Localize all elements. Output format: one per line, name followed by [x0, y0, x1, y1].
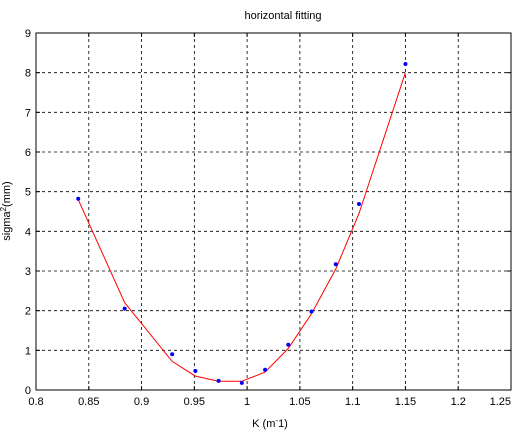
- y-tick-label: 4: [25, 226, 31, 238]
- data-point: [309, 309, 314, 314]
- y-tick-label: 7: [25, 107, 31, 119]
- chart-title: horizontal fitting: [244, 10, 321, 22]
- y-tick-label: 6: [25, 147, 31, 159]
- data-point: [76, 196, 81, 201]
- x-tick-label: 1.1: [345, 396, 360, 408]
- y-tick-label: 3: [25, 266, 31, 278]
- x-tick-label: 1.15: [395, 396, 416, 408]
- x-tick-label: 1.05: [289, 396, 310, 408]
- x-tick-label: 1: [244, 396, 250, 408]
- plot-frame: [35, 32, 512, 391]
- y-tick-label: 8: [25, 68, 31, 80]
- data-point: [357, 201, 361, 206]
- y-tick-label: 1: [25, 345, 31, 357]
- x-tick-label: 0.95: [184, 396, 205, 408]
- data-points: [76, 61, 408, 385]
- data-point: [122, 306, 127, 311]
- data-point: [286, 342, 291, 347]
- y-tick-label: 2: [25, 306, 31, 318]
- y-axis-label: sigma2(mm): [0, 181, 13, 240]
- x-axis-label: K (m-1): [252, 416, 288, 430]
- data-point: [193, 368, 198, 373]
- fit-line: [77, 72, 406, 382]
- x-tick-label: 0.9: [134, 396, 149, 408]
- grid: [35, 32, 512, 391]
- data-point: [263, 367, 268, 372]
- data-point: [216, 378, 221, 383]
- data-point: [239, 380, 244, 385]
- data-point: [333, 262, 338, 267]
- y-tick-labels: 0 1 2 3 4 5 6 7 8 9: [25, 28, 31, 397]
- x-tick-labels: 0.8 0.85 0.9 0.95 1 1.05 1.1 1.15 1.2 1.25: [28, 396, 511, 408]
- y-tick-label: 0: [25, 385, 31, 397]
- data-point: [170, 352, 175, 357]
- y-tick-label: 5: [25, 187, 31, 199]
- data-point: [403, 61, 408, 66]
- y-tick-label: 9: [25, 28, 31, 40]
- x-tick-label: 0.8: [28, 396, 43, 408]
- fit-curve: [77, 72, 406, 382]
- x-tick-label: 0.85: [78, 396, 99, 408]
- x-tick-label: 1.25: [490, 396, 511, 408]
- x-tick-label: 1.2: [451, 396, 466, 408]
